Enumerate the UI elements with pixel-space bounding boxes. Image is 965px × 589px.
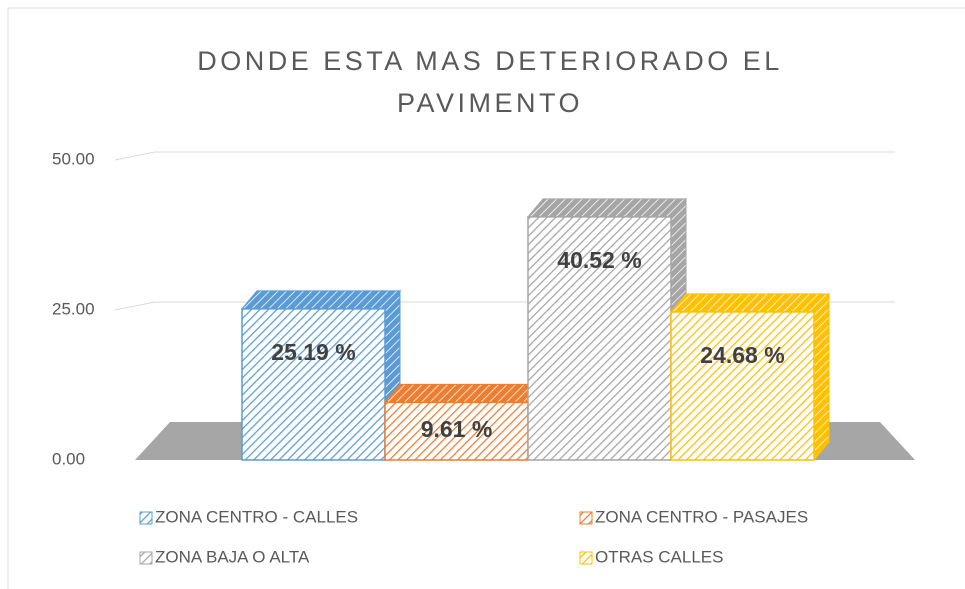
bar <box>241 308 386 461</box>
bar-top <box>526 198 688 218</box>
legend-swatch <box>579 551 593 565</box>
legend-label: ZONA BAJA O ALTA <box>155 547 310 566</box>
bar-top <box>240 290 402 310</box>
bar <box>670 311 815 461</box>
y-tick-label: 0.00 <box>52 449 85 468</box>
data-label: 9.61 % <box>421 416 493 442</box>
y-tick-label: 50.00 <box>52 149 95 168</box>
chart-border <box>7 7 965 589</box>
y-tick-label: 25.00 <box>52 299 95 318</box>
legend-swatch <box>139 551 153 565</box>
data-label: 24.68 % <box>700 342 784 368</box>
data-label: 40.52 % <box>557 247 641 273</box>
bar-side <box>813 292 830 462</box>
bar <box>384 401 529 461</box>
bar-top <box>383 383 545 403</box>
legend-label: ZONA CENTRO - PASAJES <box>595 507 808 526</box>
bar <box>527 216 672 461</box>
chart-title: DONDE ESTA MAS DETERIORADO EL PAVIMENTO <box>197 46 783 118</box>
legend-label: ZONA CENTRO - CALLES <box>155 507 358 526</box>
legend-swatch <box>579 511 593 525</box>
data-label: 25.19 % <box>271 339 355 365</box>
legend-swatch <box>139 511 153 525</box>
grid-line <box>114 151 895 161</box>
bar-top <box>669 293 831 313</box>
legend-label: OTRAS CALLES <box>595 547 724 566</box>
